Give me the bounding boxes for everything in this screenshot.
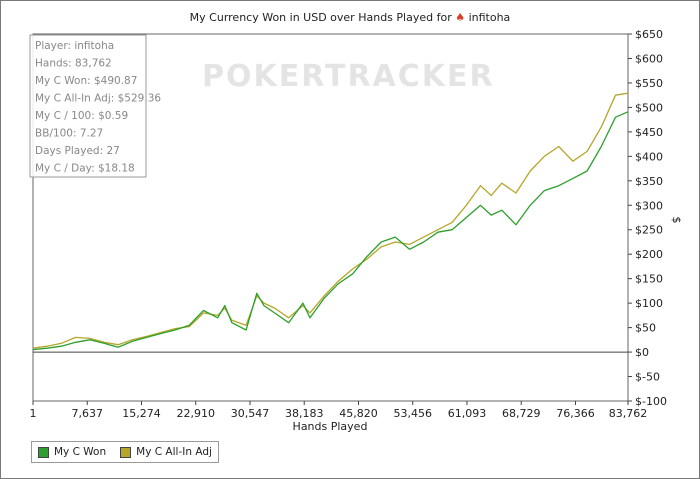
info-line: Player: infitoha (35, 40, 114, 52)
series-line-my-c-all-in-adj (32, 92, 629, 349)
plot-area: $650 $600 $550 $500 $450 $400 $350 $300 $250 $200… (30, 28, 667, 420)
x-tick-label: 53,456 (393, 407, 432, 420)
x-tick-label: 61,093 (448, 407, 487, 420)
y-tick-label: $-100 (635, 395, 667, 408)
x-tick-label: 83,762 (609, 407, 648, 420)
chart-title-text: My Currency Won in USD over Hands Played… (190, 11, 456, 24)
x-tick-label: 38,183 (285, 407, 324, 420)
x-tick-label: 45,820 (339, 407, 378, 420)
info-line: Days Played: 27 (35, 145, 120, 157)
y-tick-label: $300 (635, 199, 663, 212)
info-line: Hands: 83,762 (35, 58, 112, 70)
y-tick-label: $500 (635, 101, 663, 114)
legend-swatch-adj (120, 446, 132, 458)
y-tick-label: $150 (635, 273, 663, 286)
legend: My C Won My C All-In Adj (31, 441, 219, 463)
watermark: POKERTRACKER (202, 59, 495, 94)
y-tick-label: $-50 (635, 371, 660, 384)
y-axis-title: $ (670, 217, 683, 224)
info-line: My C Won: $490.87 (35, 75, 137, 87)
y-tick-label: $0 (635, 346, 649, 359)
y-tick-label: $350 (635, 175, 663, 188)
info-line: My C All-In Adj: $529.36 (35, 93, 161, 105)
x-axis-title: Hands Played (293, 420, 368, 433)
y-tick-label: $600 (635, 52, 663, 65)
legend-item-adj[interactable]: My C All-In Adj (120, 446, 212, 458)
plot-border (32, 33, 629, 402)
x-tick-label: 30,547 (231, 407, 270, 420)
y-tick-label: $250 (635, 224, 663, 237)
y-tick-label: $550 (635, 77, 663, 90)
chart-title-player: infitoha (465, 11, 510, 24)
info-box: Player: infitoha Hands: 83,762 My C Won: $… (29, 34, 161, 178)
y-tick-label: $400 (635, 150, 663, 163)
info-box-border (29, 34, 147, 178)
legend-label-adj: My C All-In Adj (136, 446, 212, 458)
y-tick-label: $450 (635, 126, 663, 139)
x-tick-label: 76,366 (556, 407, 595, 420)
x-tick-label: 22,910 (176, 407, 215, 420)
spade-icon: ♠ (455, 11, 465, 24)
x-tick-label: 15,274 (122, 407, 161, 420)
chart-title: My Currency Won in USD over Hands Played… (190, 11, 511, 24)
info-line: My C / Day: $18.18 (35, 163, 135, 175)
x-tick-label: 1 (30, 407, 37, 420)
legend-swatch-won (38, 446, 49, 458)
info-line: My C / 100: $0.59 (35, 110, 128, 122)
legend-item-won[interactable]: My C Won (38, 446, 106, 458)
x-tick-label: 68,729 (502, 407, 541, 420)
y-tick-label: $650 (635, 28, 663, 41)
watermark-text: POKERTRACKER (202, 59, 495, 94)
y-tick-label: $200 (635, 248, 663, 261)
y-tick-label: $100 (635, 297, 663, 310)
info-line: BB/100: 7.27 (35, 128, 103, 140)
y-tick-label: $50 (635, 322, 656, 335)
legend-label-won: My C Won (54, 446, 107, 458)
series-line-my-c-won (32, 111, 629, 351)
x-tick-label: 7,637 (71, 407, 103, 420)
